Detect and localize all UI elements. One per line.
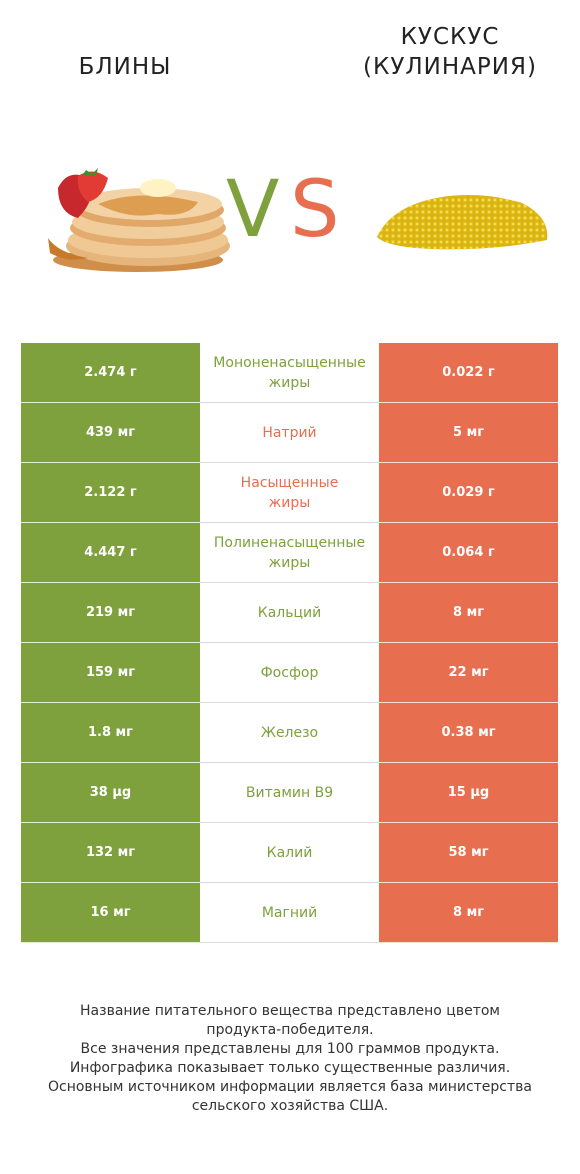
footer-notes: Название питательного вещества представл… <box>20 1002 560 1116</box>
left-value: 159 мг <box>21 643 200 703</box>
footer-line: сельского хозяйства США. <box>191 1098 389 1114</box>
nutrient-name: Натрий <box>200 403 379 463</box>
right-value: 58 мг <box>379 823 558 883</box>
left-food-title: БЛИНЫ <box>40 52 210 82</box>
nutrient-name-line1: Железо <box>260 724 319 741</box>
nutrient-name-line1: Насыщенные <box>240 474 339 491</box>
nutrient-name-line1: Калий <box>266 844 313 861</box>
nutrient-name: Мононенасыщенные жиры <box>200 343 379 403</box>
nutrient-name-line1: Витамин B9 <box>245 784 334 801</box>
table-row: 159 мг Фосфор 22 мг <box>21 643 558 703</box>
left-value: 1.8 мг <box>21 703 200 763</box>
nutrient-comparison-table: 2.474 г Мононенасыщенные жиры 0.022 г 439 мг… <box>21 343 558 943</box>
footer-line: Основным источником информации является … <box>48 1079 532 1095</box>
nutrient-name-line2: жиры <box>268 554 311 571</box>
nutrient-name-line2: жиры <box>268 494 311 511</box>
right-food-title: КУСКУС (КУЛИНАРИЯ) <box>350 22 550 82</box>
nutrient-name: Железо <box>200 703 379 763</box>
footer-line: Инфографика показывает только существенн… <box>69 1060 511 1076</box>
right-value: 22 мг <box>379 643 558 703</box>
footer-line: продукта-победителя. <box>206 1022 374 1038</box>
left-value: 38 µg <box>21 763 200 823</box>
vs-letter-v: V <box>226 165 280 255</box>
left-value: 4.447 г <box>21 523 200 583</box>
table-row: 4.447 г Полиненасыщенные жиры 0.064 г <box>21 523 558 583</box>
right-value: 8 мг <box>379 883 558 943</box>
vs-letter-s: S <box>290 165 340 255</box>
right-value: 0.064 г <box>379 523 558 583</box>
nutrient-name-line1: Натрий <box>262 424 317 441</box>
right-value: 0.029 г <box>379 463 558 523</box>
nutrient-name: Калий <box>200 823 379 883</box>
footer-line: Название питательного вещества представл… <box>80 1003 500 1019</box>
right-value: 15 µg <box>379 763 558 823</box>
table-row: 219 мг Кальций 8 мг <box>21 583 558 643</box>
nutrient-name-line1: Полиненасыщенные <box>213 534 366 551</box>
pancakes-image <box>48 168 230 272</box>
nutrient-name-line1: Магний <box>261 904 318 921</box>
right-food-title-line2: (КУЛИНАРИЯ) <box>363 54 537 80</box>
left-value: 132 мг <box>21 823 200 883</box>
table-row: 2.122 г Насыщенные жиры 0.029 г <box>21 463 558 523</box>
table-row: 132 мг Калий 58 мг <box>21 823 558 883</box>
nutrient-name: Магний <box>200 883 379 943</box>
right-value: 5 мг <box>379 403 558 463</box>
footer-line: Все значения представлены для 100 граммо… <box>80 1041 500 1057</box>
right-food-title-line1: КУСКУС <box>400 24 500 50</box>
nutrient-name-line2: жиры <box>268 374 311 391</box>
left-value: 439 мг <box>21 403 200 463</box>
right-value: 8 мг <box>379 583 558 643</box>
nutrient-name: Витамин B9 <box>200 763 379 823</box>
right-value: 0.38 мг <box>379 703 558 763</box>
nutrient-name-line1: Кальций <box>257 604 322 621</box>
nutrient-name: Насыщенные жиры <box>200 463 379 523</box>
table-row: 1.8 мг Железо 0.38 мг <box>21 703 558 763</box>
table-row: 2.474 г Мононенасыщенные жиры 0.022 г <box>21 343 558 403</box>
table-row: 16 мг Магний 8 мг <box>21 883 558 943</box>
left-value: 16 мг <box>21 883 200 943</box>
table-row: 439 мг Натрий 5 мг <box>21 403 558 463</box>
left-value: 2.474 г <box>21 343 200 403</box>
right-value: 0.022 г <box>379 343 558 403</box>
nutrient-name-line1: Мононенасыщенные <box>213 354 366 371</box>
left-value: 2.122 г <box>21 463 200 523</box>
nutrient-name: Полиненасыщенные жиры <box>200 523 379 583</box>
left-food-title-text: БЛИНЫ <box>78 54 172 80</box>
nutrient-name: Фосфор <box>200 643 379 703</box>
left-value: 219 мг <box>21 583 200 643</box>
nutrient-name: Кальций <box>200 583 379 643</box>
couscous-image <box>377 195 548 250</box>
table-row: 38 µg Витамин B9 15 µg <box>21 763 558 823</box>
nutrient-name-line1: Фосфор <box>260 664 319 681</box>
